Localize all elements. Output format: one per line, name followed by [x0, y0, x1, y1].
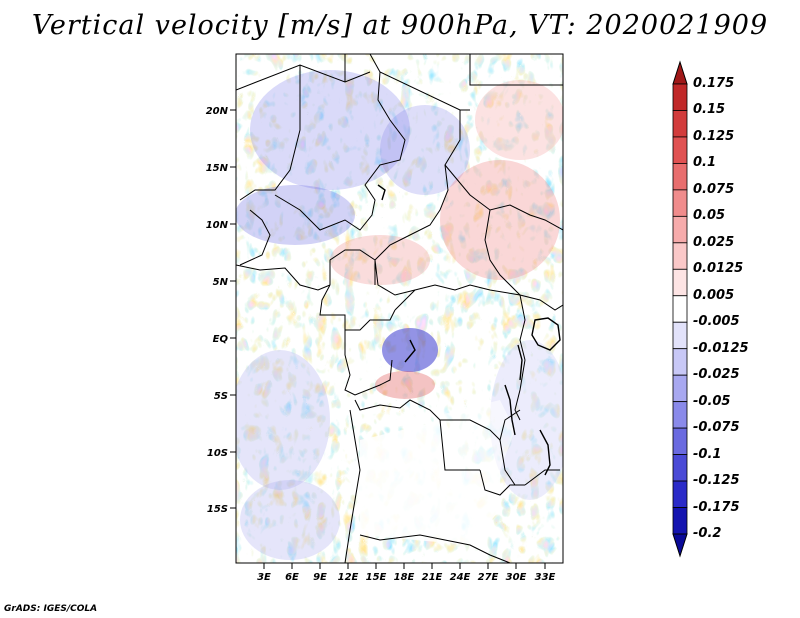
- colorbar-label: 0.005: [693, 287, 735, 303]
- lon-tick: 33E: [535, 563, 556, 583]
- lat-tick: 10N: [206, 220, 236, 231]
- lat-label-5n: 5N: [213, 277, 229, 288]
- colorbar-label: -0.175: [693, 499, 740, 515]
- colorbar-segment: [672, 136, 688, 164]
- colorbar-segment: [672, 242, 688, 270]
- lat-tick: 15N: [206, 163, 236, 174]
- lat-label-20n: 20N: [206, 106, 229, 117]
- colorbar-segment: [672, 348, 688, 376]
- colorbar-label: -0.1: [693, 446, 722, 462]
- latitude-axis: 20N 15N 10N 5N EQ 5S 10S 15S: [206, 106, 236, 515]
- lat-label-10s: 10S: [207, 448, 228, 459]
- blue-region-atlantic: [236, 350, 330, 490]
- country-boundaries: [236, 54, 563, 563]
- blue-region-congo: [382, 328, 438, 372]
- lat-tick: EQ: [213, 334, 236, 345]
- lon-tick: 6E: [285, 563, 299, 583]
- lon-tick: 3E: [257, 563, 271, 583]
- red-region-congo: [375, 371, 435, 399]
- lon-label-3e: 3E: [257, 572, 271, 583]
- longitude-axis: 3E 6E 9E 12E 15E 18E 21E 24E 27E 30E 33E: [257, 563, 556, 583]
- lon-tick: 24E: [450, 563, 471, 583]
- lon-label-21e: 21E: [422, 572, 443, 583]
- map-frame: [235, 53, 564, 564]
- lon-tick: 9E: [313, 563, 327, 583]
- grads-credit: GrADS: IGES/COLA: [4, 604, 98, 614]
- lat-label-eq: EQ: [213, 334, 229, 345]
- lon-label-6e: 6E: [285, 572, 299, 583]
- colorbar-bottom-arrow: [672, 533, 688, 558]
- lon-label-33e: 33E: [535, 572, 556, 583]
- lat-label-15n: 15N: [206, 163, 229, 174]
- red-region-central: [330, 235, 430, 285]
- lon-label-15e: 15E: [366, 572, 387, 583]
- colorbar-top-arrow: [672, 60, 688, 85]
- colorbar-segment: [672, 321, 688, 350]
- colorbar: [672, 60, 688, 558]
- lon-tick: 21E: [422, 563, 443, 583]
- colorbar-segment: [672, 454, 688, 482]
- lon-tick: 27E: [478, 563, 499, 583]
- colorbar-label: 0.1: [693, 155, 717, 171]
- colorbar-label: 0.05: [693, 208, 726, 224]
- map-plot-area: [236, 54, 563, 563]
- colorbar-segment: [672, 427, 688, 455]
- lat-tick: 10S: [207, 448, 236, 459]
- lon-label-27e: 27E: [478, 572, 499, 583]
- colorbar-label: -0.125: [693, 473, 740, 489]
- blue-region-sahara: [250, 70, 410, 190]
- colorbar-segment: [672, 189, 688, 217]
- colorbar-label: 0.025: [693, 234, 735, 250]
- lat-tick: 20N: [206, 106, 236, 117]
- colorbar-label: -0.05: [693, 393, 731, 409]
- colorbar-segment: [672, 83, 688, 111]
- blue-region-sahel: [236, 185, 355, 245]
- lon-label-12e: 12E: [338, 572, 359, 583]
- lon-label-9e: 9E: [313, 572, 327, 583]
- colorbar-label: -0.005: [693, 314, 740, 330]
- colorbar-segment: [672, 163, 688, 191]
- colorbar-label: 0.15: [693, 102, 726, 118]
- red-region-northeast: [475, 80, 563, 160]
- lon-tick: 18E: [394, 563, 415, 583]
- lat-tick: 15S: [207, 504, 236, 515]
- lat-label-15s: 15S: [207, 504, 228, 515]
- colorbar-segment: [672, 110, 688, 138]
- colorbar-segment: [672, 295, 688, 323]
- blue-region-eastafrica: [490, 340, 563, 500]
- colorbar-segment: [672, 480, 688, 508]
- lon-tick: 12E: [338, 563, 359, 583]
- colorbar-segment: [672, 374, 688, 403]
- lon-label-24e: 24E: [450, 572, 471, 583]
- colorbar-label: -0.025: [693, 367, 740, 383]
- lakes: [377, 184, 561, 476]
- colorbar-segment: [672, 507, 688, 535]
- colorbar-segment: [672, 215, 688, 244]
- lon-tick: 30E: [506, 563, 527, 583]
- lon-label-18e: 18E: [394, 572, 415, 583]
- lat-label-10n: 10N: [206, 220, 229, 231]
- blue-region-tibesti: [380, 105, 470, 195]
- red-region-sudan: [440, 160, 560, 280]
- colorbar-segment: [672, 268, 688, 297]
- colorbar-label: -0.0125: [693, 340, 749, 356]
- blue-region-atlantic-south: [240, 480, 340, 560]
- colorbar-label: 0.125: [693, 128, 735, 144]
- white-region-angola: [360, 420, 500, 545]
- lon-label-30e: 30E: [506, 572, 527, 583]
- lat-tick: 5N: [213, 277, 236, 288]
- colorbar-label: -0.2: [693, 526, 722, 541]
- colorbar-segment: [672, 401, 688, 429]
- lon-tick: 15E: [366, 563, 387, 583]
- lat-tick: 5S: [214, 391, 236, 402]
- lat-label-5s: 5S: [214, 391, 228, 402]
- colorbar-label: 0.075: [693, 181, 735, 197]
- colorbar-label: 0.0125: [693, 261, 744, 277]
- chart-title: Vertical velocity [m/s] at 900hPa, VT: 2…: [31, 10, 769, 41]
- colorbar-label: -0.075: [693, 420, 740, 436]
- white-region-zambia: [440, 400, 515, 470]
- colorbar-label: 0.175: [693, 76, 735, 91]
